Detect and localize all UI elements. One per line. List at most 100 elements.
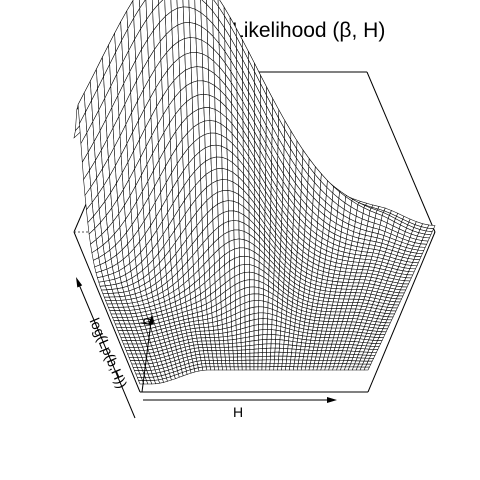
surface-facet — [273, 359, 279, 364]
surface-facet — [262, 312, 269, 320]
surface-facet — [224, 350, 230, 355]
surface-facet — [224, 356, 230, 361]
surface-facet — [366, 360, 373, 365]
surface-facet — [269, 363, 275, 367]
surface-facet — [397, 292, 405, 297]
surface-facet — [241, 353, 247, 358]
surface-facet — [389, 310, 397, 315]
surface-facet — [229, 363, 235, 368]
surface-facet — [245, 345, 251, 351]
surface-facet — [266, 352, 271, 357]
surface-facet — [274, 343, 280, 349]
surface-facet — [253, 312, 259, 321]
surface-facet — [237, 363, 243, 368]
surface-facet — [218, 332, 224, 338]
surface-facet — [278, 351, 284, 357]
surface-facet — [257, 366, 263, 371]
surface-facet — [219, 350, 226, 355]
surface-facet — [270, 355, 275, 361]
surface-facet — [241, 363, 247, 368]
surface-facet — [286, 355, 292, 361]
surface-facet — [377, 337, 384, 341]
surface-facet — [241, 356, 247, 361]
surface-facet — [229, 366, 235, 371]
surface-facet — [196, 66, 204, 82]
surface-facet — [205, 337, 211, 342]
surface-facet — [216, 156, 223, 170]
surface-facet — [291, 348, 297, 354]
surface-facet — [210, 132, 217, 147]
surface-facet — [203, 326, 210, 332]
surface-facet — [215, 347, 221, 351]
surface-facet — [283, 339, 289, 346]
y-axis-label: b — [138, 316, 155, 326]
surface-facet — [244, 255, 250, 265]
surface-facet — [282, 355, 288, 361]
surface-facet — [277, 363, 283, 367]
surface-facet — [275, 334, 281, 340]
surface-facet — [282, 348, 289, 353]
surface-facet — [203, 107, 211, 122]
surface-facet — [287, 344, 293, 350]
surface-facet — [232, 346, 238, 351]
surface-facet — [245, 349, 251, 354]
surface-facet — [285, 366, 291, 371]
surface-facet — [258, 334, 264, 341]
surface-facet — [363, 366, 370, 371]
surface-facet — [244, 264, 250, 273]
surface-facet — [249, 344, 255, 350]
surface-facet — [200, 337, 207, 342]
surface-facet — [203, 353, 210, 358]
surface-facet — [195, 37, 203, 55]
surface-facet — [197, 93, 205, 110]
surface-facet — [244, 271, 250, 281]
surface-facet — [212, 353, 218, 358]
surface-facet — [265, 366, 271, 371]
surface-facet — [225, 366, 231, 371]
surface-facet — [213, 333, 220, 338]
surface-facet — [262, 323, 268, 330]
surface-facet — [390, 307, 398, 312]
surface-facet — [249, 363, 255, 368]
surface-facet — [279, 335, 285, 341]
surface-facet — [237, 356, 243, 361]
surface-facet — [249, 293, 255, 302]
surface-facet — [189, 22, 197, 39]
surface-facet — [219, 347, 225, 351]
surface-facet — [378, 334, 386, 338]
surface-facet — [273, 363, 279, 367]
surface-facet — [217, 360, 223, 364]
surface-facet — [253, 352, 259, 357]
surface-facet — [253, 306, 259, 314]
surface-facet — [300, 342, 307, 347]
surface-facet — [238, 229, 245, 241]
surface-facet — [281, 366, 287, 371]
surface-facet — [202, 66, 210, 83]
surface-facet — [375, 340, 383, 344]
surface-facet — [279, 343, 285, 349]
surface-facet — [188, 6, 196, 25]
surface-facet — [258, 329, 264, 336]
surface-facet — [241, 345, 246, 351]
surface-facet — [210, 343, 217, 348]
surface-facet — [253, 359, 259, 364]
surface-facet — [265, 359, 271, 364]
surface-facet — [385, 319, 393, 324]
surface-facet — [236, 346, 242, 351]
surface-facet — [269, 359, 275, 364]
surface-facet — [210, 340, 216, 345]
surface-facet — [191, 80, 199, 99]
surface-facet — [233, 363, 239, 368]
axis-arrows — [76, 277, 337, 419]
surface-facet — [238, 238, 245, 249]
surface-facet — [249, 356, 255, 361]
surface-facet — [203, 350, 209, 355]
surface-facet — [266, 343, 272, 349]
surface-facet — [387, 313, 395, 318]
surface-facet — [266, 347, 272, 353]
surface-facet — [249, 335, 255, 342]
surface-facet — [208, 330, 215, 335]
surface-facet — [213, 329, 219, 335]
surface-facet — [292, 341, 298, 346]
surface-facet — [198, 319, 204, 325]
